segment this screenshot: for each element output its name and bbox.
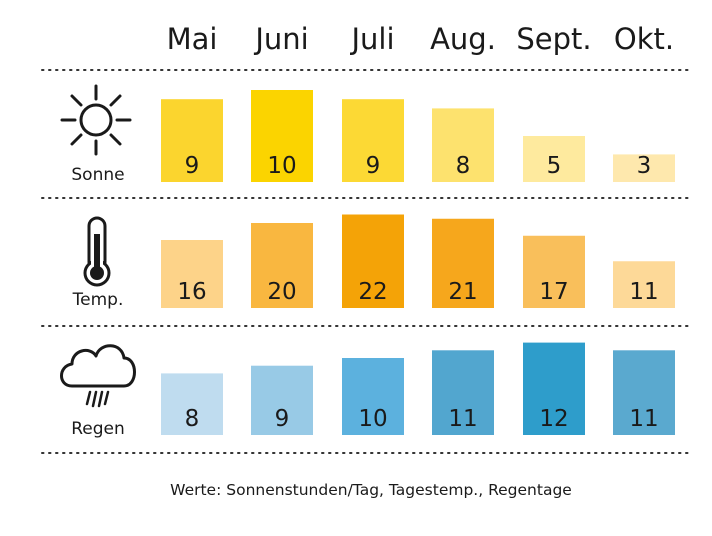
month-label: Sept. (516, 22, 591, 56)
bar (613, 261, 675, 308)
month-label: Juli (349, 22, 394, 56)
footer-note: Werte: Sonnenstunden/Tag, Tagestemp., Re… (170, 481, 572, 499)
bar (342, 99, 404, 182)
row-label-sonne: Sonne (71, 165, 124, 185)
rain-cloud-icon (60, 344, 136, 408)
bar (251, 90, 313, 182)
bar-value-label: 8 (456, 153, 471, 179)
bar-value-label: 10 (267, 153, 296, 179)
bar (432, 350, 494, 435)
bar (161, 373, 223, 435)
bar-value-label: 9 (366, 153, 381, 179)
bar-value-label: 11 (448, 406, 477, 432)
bar-value-label: 3 (637, 153, 652, 179)
bar-value-label: 21 (448, 279, 477, 305)
bar (342, 214, 404, 308)
month-label: Juni (253, 22, 308, 56)
row-label-regen: Regen (71, 419, 125, 439)
sun-icon (60, 84, 132, 156)
bar (613, 154, 675, 182)
bar (251, 365, 313, 435)
row-label-temp: Temp. (72, 290, 124, 310)
bar (432, 218, 494, 308)
bar (523, 136, 585, 182)
bar-value-label: 8 (185, 406, 200, 432)
separator-lines (41, 69, 689, 454)
bar-value-label: 11 (629, 406, 658, 432)
month-label: Aug. (430, 22, 496, 56)
bars: 9 10 9 8 5 3 16 20 22 21 17 11 8 9 10 11 12 11 (161, 90, 675, 435)
bar-value-label: 20 (267, 279, 296, 305)
bar (523, 235, 585, 308)
bar (161, 99, 223, 182)
month-label: Okt. (614, 22, 674, 56)
bar-value-label: 11 (629, 279, 658, 305)
thermometer-icon (83, 216, 111, 287)
bar (613, 350, 675, 435)
bar (251, 223, 313, 308)
bar-value-label: 10 (358, 406, 387, 432)
bar-value-label: 5 (547, 153, 562, 179)
month-labels: Mai Juni Juli Aug. Sept. Okt. (167, 22, 675, 56)
bar-value-label: 16 (177, 279, 206, 305)
bar (432, 108, 494, 182)
bar (523, 342, 585, 435)
bar-value-label: 9 (275, 406, 290, 432)
month-label: Mai (167, 22, 218, 56)
bar-value-label: 9 (185, 153, 200, 179)
bar (342, 358, 404, 435)
bar (161, 240, 223, 308)
bar-value-label: 12 (539, 406, 568, 432)
bar-value-label: 22 (358, 279, 387, 305)
bar-value-label: 17 (539, 279, 568, 305)
